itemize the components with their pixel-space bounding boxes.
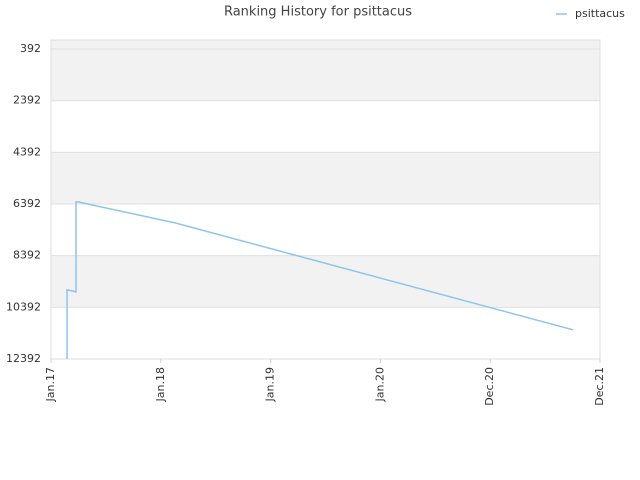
x-tick-label: Dec.21 (593, 367, 606, 406)
x-tick-label: Jan.18 (154, 367, 167, 402)
x-tick-label: Dec.20 (483, 367, 496, 406)
y-tick-label: 2392 (13, 94, 41, 107)
band (51, 49, 600, 101)
x-tick-label: Jan.17 (44, 367, 57, 402)
band (51, 152, 600, 205)
y-tick-label: 12392 (6, 352, 41, 365)
y-tick-label: 10392 (6, 300, 41, 313)
plot-border (50, 39, 601, 360)
legend-label: psittacus (575, 7, 625, 20)
x-tick-label: Jan.20 (373, 367, 386, 402)
x-tick-label: Jan.19 (264, 367, 277, 402)
band (51, 40, 600, 50)
y-tick-label: 8392 (13, 249, 41, 262)
line (66, 201, 574, 359)
chart-title: Ranking History for psittacus (224, 5, 412, 20)
y-tick-label: 392 (20, 42, 41, 55)
y-tick-label: 6392 (13, 197, 41, 210)
band (51, 255, 600, 308)
y-tick-label: 4392 (13, 145, 41, 158)
